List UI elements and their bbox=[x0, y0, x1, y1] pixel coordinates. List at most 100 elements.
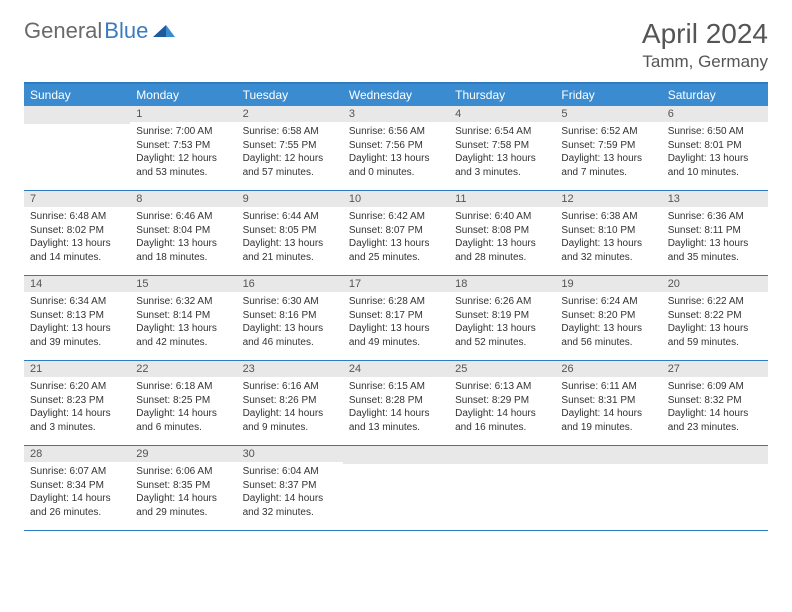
logo: GeneralBlue bbox=[24, 18, 175, 44]
daylight-text: Daylight: 12 hours and 53 minutes. bbox=[136, 152, 230, 179]
sunset-text: Sunset: 8:19 PM bbox=[455, 309, 549, 323]
location-subtitle: Tamm, Germany bbox=[642, 52, 768, 72]
empty-day-bar bbox=[555, 446, 661, 464]
day-number: 19 bbox=[555, 276, 661, 292]
day-cell: 23Sunrise: 6:16 AMSunset: 8:26 PMDayligh… bbox=[237, 361, 343, 445]
day-cell: 7Sunrise: 6:48 AMSunset: 8:02 PMDaylight… bbox=[24, 191, 130, 275]
day-cell bbox=[449, 446, 555, 530]
calendar-grid: Sunday Monday Tuesday Wednesday Thursday… bbox=[24, 82, 768, 531]
daylight-text: Daylight: 13 hours and 7 minutes. bbox=[561, 152, 655, 179]
sunset-text: Sunset: 8:11 PM bbox=[668, 224, 762, 238]
day-cell: 11Sunrise: 6:40 AMSunset: 8:08 PMDayligh… bbox=[449, 191, 555, 275]
day-details: Sunrise: 6:09 AMSunset: 8:32 PMDaylight:… bbox=[662, 377, 768, 440]
sunset-text: Sunset: 8:14 PM bbox=[136, 309, 230, 323]
day-details: Sunrise: 6:28 AMSunset: 8:17 PMDaylight:… bbox=[343, 292, 449, 355]
daylight-text: Daylight: 13 hours and 59 minutes. bbox=[668, 322, 762, 349]
sunset-text: Sunset: 7:58 PM bbox=[455, 139, 549, 153]
day-details: Sunrise: 6:36 AMSunset: 8:11 PMDaylight:… bbox=[662, 207, 768, 270]
day-cell: 25Sunrise: 6:13 AMSunset: 8:29 PMDayligh… bbox=[449, 361, 555, 445]
daylight-text: Daylight: 13 hours and 39 minutes. bbox=[30, 322, 124, 349]
day-header: Monday bbox=[130, 84, 236, 106]
day-number: 11 bbox=[449, 191, 555, 207]
day-cell: 30Sunrise: 6:04 AMSunset: 8:37 PMDayligh… bbox=[237, 446, 343, 530]
title-block: April 2024 Tamm, Germany bbox=[642, 18, 768, 72]
day-number: 7 bbox=[24, 191, 130, 207]
day-cell: 10Sunrise: 6:42 AMSunset: 8:07 PMDayligh… bbox=[343, 191, 449, 275]
day-details: Sunrise: 6:34 AMSunset: 8:13 PMDaylight:… bbox=[24, 292, 130, 355]
day-number: 18 bbox=[449, 276, 555, 292]
day-details: Sunrise: 6:22 AMSunset: 8:22 PMDaylight:… bbox=[662, 292, 768, 355]
page-header: GeneralBlue April 2024 Tamm, Germany bbox=[24, 18, 768, 72]
day-number: 9 bbox=[237, 191, 343, 207]
sunset-text: Sunset: 8:34 PM bbox=[30, 479, 124, 493]
day-details: Sunrise: 6:56 AMSunset: 7:56 PMDaylight:… bbox=[343, 122, 449, 185]
sunrise-text: Sunrise: 6:48 AM bbox=[30, 210, 124, 224]
day-cell: 1Sunrise: 7:00 AMSunset: 7:53 PMDaylight… bbox=[130, 106, 236, 190]
week-row: 21Sunrise: 6:20 AMSunset: 8:23 PMDayligh… bbox=[24, 361, 768, 446]
sunrise-text: Sunrise: 6:26 AM bbox=[455, 295, 549, 309]
day-details: Sunrise: 6:20 AMSunset: 8:23 PMDaylight:… bbox=[24, 377, 130, 440]
day-details: Sunrise: 7:00 AMSunset: 7:53 PMDaylight:… bbox=[130, 122, 236, 185]
empty-day-bar bbox=[343, 446, 449, 464]
sunrise-text: Sunrise: 6:11 AM bbox=[561, 380, 655, 394]
daylight-text: Daylight: 13 hours and 14 minutes. bbox=[30, 237, 124, 264]
sunrise-text: Sunrise: 6:28 AM bbox=[349, 295, 443, 309]
daylight-text: Daylight: 14 hours and 3 minutes. bbox=[30, 407, 124, 434]
sunrise-text: Sunrise: 6:54 AM bbox=[455, 125, 549, 139]
sunrise-text: Sunrise: 6:44 AM bbox=[243, 210, 337, 224]
weeks-container: 1Sunrise: 7:00 AMSunset: 7:53 PMDaylight… bbox=[24, 106, 768, 531]
daylight-text: Daylight: 14 hours and 16 minutes. bbox=[455, 407, 549, 434]
sunrise-text: Sunrise: 7:00 AM bbox=[136, 125, 230, 139]
daylight-text: Daylight: 13 hours and 10 minutes. bbox=[668, 152, 762, 179]
day-number: 30 bbox=[237, 446, 343, 462]
daylight-text: Daylight: 14 hours and 23 minutes. bbox=[668, 407, 762, 434]
daylight-text: Daylight: 13 hours and 42 minutes. bbox=[136, 322, 230, 349]
sunrise-text: Sunrise: 6:09 AM bbox=[668, 380, 762, 394]
sunrise-text: Sunrise: 6:30 AM bbox=[243, 295, 337, 309]
day-number: 8 bbox=[130, 191, 236, 207]
daylight-text: Daylight: 14 hours and 9 minutes. bbox=[243, 407, 337, 434]
sunrise-text: Sunrise: 6:20 AM bbox=[30, 380, 124, 394]
sunrise-text: Sunrise: 6:52 AM bbox=[561, 125, 655, 139]
day-number: 24 bbox=[343, 361, 449, 377]
day-cell: 15Sunrise: 6:32 AMSunset: 8:14 PMDayligh… bbox=[130, 276, 236, 360]
day-number: 4 bbox=[449, 106, 555, 122]
daylight-text: Daylight: 14 hours and 29 minutes. bbox=[136, 492, 230, 519]
sunrise-text: Sunrise: 6:42 AM bbox=[349, 210, 443, 224]
day-number: 6 bbox=[662, 106, 768, 122]
sunset-text: Sunset: 8:07 PM bbox=[349, 224, 443, 238]
day-number: 15 bbox=[130, 276, 236, 292]
day-number: 23 bbox=[237, 361, 343, 377]
sunrise-text: Sunrise: 6:22 AM bbox=[668, 295, 762, 309]
sunset-text: Sunset: 7:56 PM bbox=[349, 139, 443, 153]
sunset-text: Sunset: 8:26 PM bbox=[243, 394, 337, 408]
day-details: Sunrise: 6:04 AMSunset: 8:37 PMDaylight:… bbox=[237, 462, 343, 525]
sunset-text: Sunset: 8:04 PM bbox=[136, 224, 230, 238]
daylight-text: Daylight: 13 hours and 3 minutes. bbox=[455, 152, 549, 179]
daylight-text: Daylight: 13 hours and 46 minutes. bbox=[243, 322, 337, 349]
day-cell: 9Sunrise: 6:44 AMSunset: 8:05 PMDaylight… bbox=[237, 191, 343, 275]
sunrise-text: Sunrise: 6:46 AM bbox=[136, 210, 230, 224]
week-row: 14Sunrise: 6:34 AMSunset: 8:13 PMDayligh… bbox=[24, 276, 768, 361]
calendar-page: GeneralBlue April 2024 Tamm, Germany Sun… bbox=[0, 0, 792, 549]
sunrise-text: Sunrise: 6:04 AM bbox=[243, 465, 337, 479]
day-number: 28 bbox=[24, 446, 130, 462]
day-cell: 13Sunrise: 6:36 AMSunset: 8:11 PMDayligh… bbox=[662, 191, 768, 275]
day-cell: 18Sunrise: 6:26 AMSunset: 8:19 PMDayligh… bbox=[449, 276, 555, 360]
day-number: 26 bbox=[555, 361, 661, 377]
day-number: 2 bbox=[237, 106, 343, 122]
day-cell bbox=[343, 446, 449, 530]
day-details: Sunrise: 6:13 AMSunset: 8:29 PMDaylight:… bbox=[449, 377, 555, 440]
empty-day-bar bbox=[24, 106, 130, 124]
sunset-text: Sunset: 8:31 PM bbox=[561, 394, 655, 408]
daylight-text: Daylight: 14 hours and 19 minutes. bbox=[561, 407, 655, 434]
day-cell: 28Sunrise: 6:07 AMSunset: 8:34 PMDayligh… bbox=[24, 446, 130, 530]
day-cell: 22Sunrise: 6:18 AMSunset: 8:25 PMDayligh… bbox=[130, 361, 236, 445]
day-number: 20 bbox=[662, 276, 768, 292]
day-details: Sunrise: 6:32 AMSunset: 8:14 PMDaylight:… bbox=[130, 292, 236, 355]
day-details: Sunrise: 6:42 AMSunset: 8:07 PMDaylight:… bbox=[343, 207, 449, 270]
day-number: 13 bbox=[662, 191, 768, 207]
day-number: 10 bbox=[343, 191, 449, 207]
day-header: Sunday bbox=[24, 84, 130, 106]
day-header: Saturday bbox=[662, 84, 768, 106]
